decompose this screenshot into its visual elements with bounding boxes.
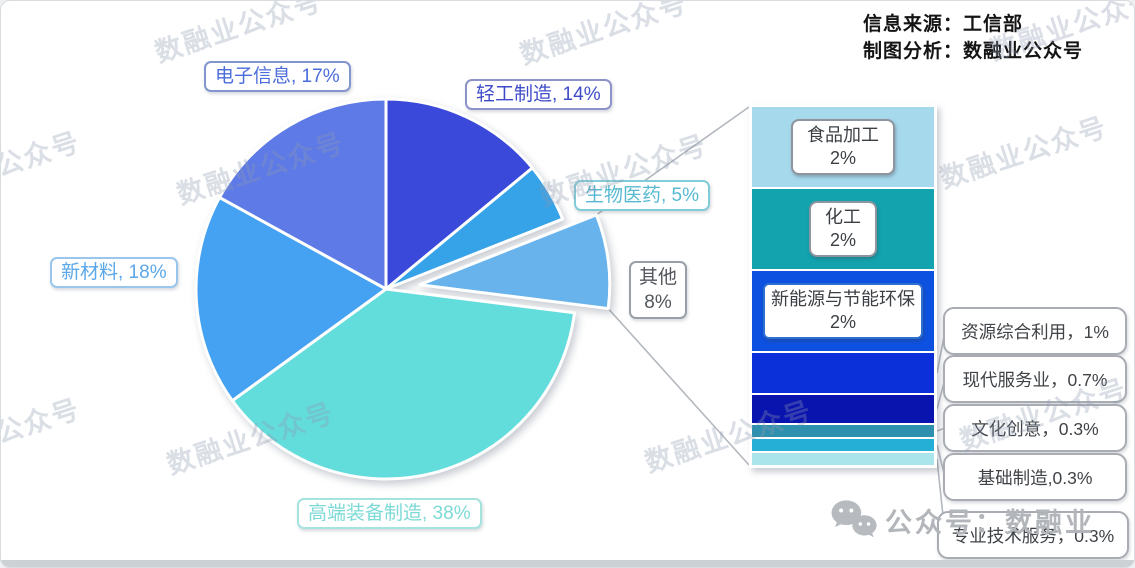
footer-account: 公众号：数融业	[831, 499, 1095, 541]
bar-segment-4	[752, 395, 934, 423]
pie-slice-2	[418, 213, 612, 311]
callout-professional-services: 专业技术服务，0.3%	[937, 511, 1129, 559]
callout-basic-manufacturing: 基础制造,0.3%	[943, 453, 1127, 501]
bar-segment-7	[752, 453, 934, 465]
callout-resource-utilization: 资源综合利用，1%	[943, 307, 1127, 355]
bar-of-pie: 食品加工 2% 化工 2% 新能源与节能环保 2%	[749, 104, 937, 468]
pie-slice-3	[230, 287, 577, 481]
pie-label-new-materials: 新材料, 18%	[50, 257, 178, 288]
callout-modern-services: 现代服务业，0.7%	[943, 355, 1127, 403]
bar-segment-label: 食品加工 2%	[791, 119, 895, 175]
bar-segment-6	[752, 439, 934, 451]
pie-label-light-industry: 轻工制造, 14%	[465, 79, 612, 110]
pie-label-biomedicine: 生物医药, 5%	[574, 180, 711, 211]
pie-slice-4	[194, 195, 388, 403]
pie-label-electronic-info: 电子信息, 17%	[204, 61, 351, 92]
connector-line	[607, 308, 750, 466]
source-note: 信息来源：工信部 制图分析：数融业公众号	[863, 11, 1128, 65]
wechat-icon	[831, 500, 877, 538]
bar-segment-label: 新能源与节能环保 2%	[762, 283, 924, 339]
bar-segment-0: 食品加工 2%	[752, 107, 934, 187]
bar-segment-label: 化工 2%	[809, 201, 877, 257]
source-line: 信息来源：工信部	[863, 14, 1024, 35]
pie-slice-5	[218, 97, 388, 291]
pie-slice-1	[384, 166, 565, 291]
account-text: 公众号：数融业	[885, 507, 1095, 538]
bottom-edge	[1, 560, 1134, 567]
pie-label-highend-equipment: 高端装备制造, 38%	[297, 498, 482, 529]
bar-segment-2: 新能源与节能环保 2%	[752, 271, 934, 351]
analysis-line: 制图分析：数融业公众号	[863, 41, 1084, 62]
pie-label-other: 其他 8%	[629, 261, 688, 319]
bar-segment-1: 化工 2%	[752, 189, 934, 269]
callout-cultural-creativity: 文化创意，0.3%	[943, 404, 1127, 452]
bar-segment-5	[752, 425, 934, 437]
bar-segment-3	[752, 353, 934, 393]
pie-slice-0	[384, 97, 534, 291]
